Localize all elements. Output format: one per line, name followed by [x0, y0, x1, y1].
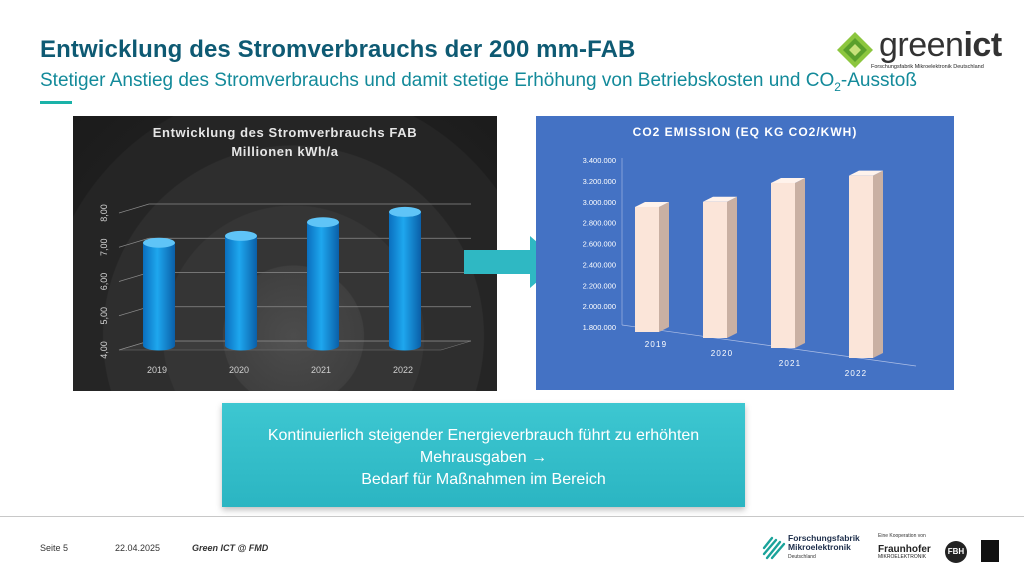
fmd-country: Deutschland — [788, 554, 816, 560]
y-tick-label: 2.000.000 — [583, 302, 616, 311]
x-tick-label: 2020 — [711, 349, 734, 358]
y-tick-label: 8,00 — [99, 204, 109, 222]
greenict-logo: greenict Forschungsfabrik Mikroelektroni… — [835, 26, 1002, 76]
y-tick-label: 3.000.000 — [583, 198, 616, 207]
y-tick-label: 7,00 — [99, 238, 109, 256]
fraunhofer-name: Fraunhofer — [878, 544, 931, 555]
subtitle-subscript: 2 — [834, 79, 841, 94]
page-number: Seite 5 — [40, 543, 69, 553]
greenict-logo-icon — [837, 32, 873, 68]
fmd-name-2: Mikroelektronik — [788, 542, 851, 552]
x-tick-label: 2022 — [393, 365, 413, 375]
cylinder-top — [307, 217, 339, 228]
power-chart: Entwicklung des Stromverbrauchs FAB Milli… — [99, 125, 472, 375]
y-tick-label: 3.400.000 — [583, 156, 616, 165]
floor-line — [621, 324, 917, 367]
cylinder-body — [225, 235, 257, 351]
box-side — [873, 170, 883, 358]
bar-2020 — [225, 230, 257, 351]
bar-2021 — [771, 177, 805, 348]
page-title: Entwicklung des Stromverbrauchs der 200 … — [40, 36, 636, 63]
fraunhofer-logo: Fraunhofer MIKROELEKTRONIK — [878, 544, 931, 560]
footer-divider — [0, 516, 1024, 517]
cylinder-top — [143, 237, 175, 248]
box-side — [659, 201, 669, 332]
x-tick-label: 2021 — [311, 365, 331, 375]
cylinder-body — [307, 222, 339, 351]
box-top — [703, 196, 737, 202]
x-tick-label: 2019 — [147, 365, 167, 375]
fmd-logo: Forschungsfabrik Mikroelektronik Deutschl… — [762, 532, 872, 562]
box-side — [795, 177, 805, 348]
y-tick-label: 1.800.000 — [583, 323, 616, 332]
power-chart-panel: Entwicklung des Stromverbrauchs FAB Milli… — [73, 116, 497, 391]
gridline — [118, 237, 471, 248]
fmd-name-1: Forschungsfabrik — [788, 533, 860, 543]
box-top — [635, 201, 669, 207]
logo-text: greenict — [879, 26, 1002, 65]
y-tick-label: 2.800.000 — [583, 219, 616, 228]
subtitle-text: Stetiger Anstieg des Stromverbrauchs und… — [40, 70, 835, 91]
x-tick-label: 2019 — [645, 340, 668, 349]
cylinder-top — [389, 206, 421, 217]
chart-subtitle: Millionen kWh/a — [231, 144, 338, 159]
x-tick-label: 2020 — [229, 365, 249, 375]
footer-project: Green ICT @ FMD — [192, 543, 269, 553]
logo-text-bold: ict — [963, 26, 1002, 64]
gridline — [118, 203, 471, 214]
y-tick-label: 3.200.000 — [583, 177, 616, 186]
logo-tagline: Forschungsfabrik Mikroelektronik Deutsch… — [871, 64, 984, 70]
cylinder-body — [389, 211, 421, 351]
page-subtitle: Stetiger Anstieg des Stromverbrauchs und… — [40, 70, 917, 94]
y-tick-label: 4,00 — [99, 341, 109, 359]
box-front — [771, 182, 795, 348]
box-top — [771, 177, 805, 183]
callout-line-2: Mehrausgaben → — [419, 449, 548, 466]
accent-line — [40, 101, 72, 104]
bar-2022 — [849, 170, 883, 358]
fraunhofer-sub: MIKROELEKTRONIK — [878, 554, 927, 560]
box-side — [727, 196, 737, 338]
box-top — [849, 170, 883, 176]
y-tick-label: 5,00 — [99, 307, 109, 325]
bar-2022 — [389, 206, 421, 351]
bar-2019 — [143, 237, 175, 351]
co2-chart-panel: CO2 EMISSION (EQ KG CO2/KWH) 1.800.000 2.0… — [536, 116, 954, 390]
box-front — [703, 201, 727, 338]
fbh-logo-icon: FBH — [945, 541, 967, 563]
y-tick-label: 2.400.000 — [583, 260, 616, 269]
callout-line-3: Bedarf für Maßnahmen im Bereich — [361, 471, 606, 488]
fmd-logo-icon — [762, 536, 786, 560]
chart-title: CO2 EMISSION (EQ KG CO2/KWH) — [633, 125, 858, 139]
x-tick-label: 2021 — [779, 359, 802, 368]
callout-box: Kontinuierlich steigender Energieverbrau… — [222, 403, 745, 507]
box-front — [849, 175, 873, 358]
subtitle-suffix: -Ausstoß — [840, 70, 917, 91]
partner-logo-icon — [981, 540, 999, 562]
y-tick-label: 2.600.000 — [583, 240, 616, 249]
co2-chart: CO2 EMISSION (EQ KG CO2/KWH) 1.800.000 2.0… — [583, 125, 917, 378]
box-front — [635, 206, 659, 332]
logo-text-light: green — [879, 26, 964, 64]
fmd-name: Forschungsfabrik Mikroelektronik — [788, 534, 860, 552]
x-tick-label: 2022 — [845, 369, 868, 378]
bar-2021 — [307, 217, 339, 351]
cooperation-label: Eine Kooperation von — [878, 533, 926, 539]
bar-2020 — [703, 196, 737, 338]
callout-line-1: Kontinuierlich steigender Energieverbrau… — [267, 427, 700, 444]
y-tick-label: 6,00 — [99, 273, 109, 291]
y-tick-label: 2.200.000 — [583, 281, 616, 290]
cylinder-top — [225, 230, 257, 241]
footer-date: 22.04.2025 — [115, 543, 161, 553]
chart-title: Entwicklung des Stromverbrauchs FAB — [153, 125, 417, 140]
bar-2019 — [635, 201, 669, 332]
cylinder-body — [143, 242, 175, 351]
